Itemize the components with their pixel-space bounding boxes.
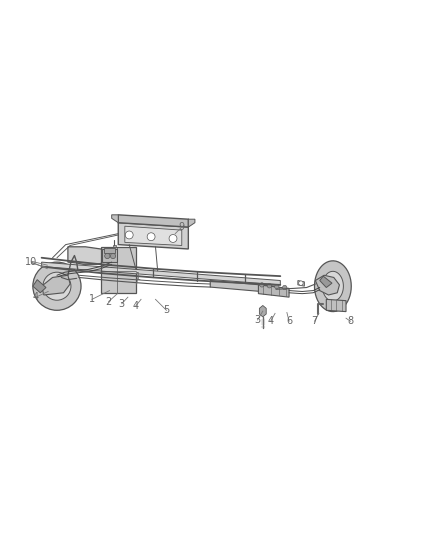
Polygon shape xyxy=(113,245,116,247)
Text: 10: 10 xyxy=(25,257,38,267)
Text: 3: 3 xyxy=(119,298,125,309)
Polygon shape xyxy=(118,223,188,249)
Text: 7: 7 xyxy=(311,316,318,326)
Polygon shape xyxy=(320,276,332,287)
Text: 9: 9 xyxy=(179,222,185,232)
Polygon shape xyxy=(42,262,280,285)
Text: 4: 4 xyxy=(268,316,274,326)
Circle shape xyxy=(283,285,287,290)
Circle shape xyxy=(33,262,81,310)
Polygon shape xyxy=(210,280,276,293)
Polygon shape xyxy=(259,305,266,317)
Circle shape xyxy=(267,284,272,288)
Circle shape xyxy=(328,282,337,290)
Circle shape xyxy=(125,231,133,239)
Polygon shape xyxy=(33,280,46,293)
Polygon shape xyxy=(298,280,304,286)
Text: 5: 5 xyxy=(163,305,170,316)
Text: 6: 6 xyxy=(286,316,292,326)
Text: 2: 2 xyxy=(106,296,112,306)
Circle shape xyxy=(147,233,155,241)
Circle shape xyxy=(105,253,110,259)
Polygon shape xyxy=(42,275,70,295)
Polygon shape xyxy=(104,248,115,253)
Polygon shape xyxy=(68,247,116,264)
Circle shape xyxy=(110,253,116,259)
Polygon shape xyxy=(101,247,136,293)
Circle shape xyxy=(275,285,279,289)
Text: 3: 3 xyxy=(254,315,261,325)
Polygon shape xyxy=(125,226,182,246)
Text: 4: 4 xyxy=(133,301,139,311)
Polygon shape xyxy=(326,300,346,312)
Polygon shape xyxy=(315,275,339,295)
Polygon shape xyxy=(258,285,289,297)
Polygon shape xyxy=(118,215,188,227)
Circle shape xyxy=(53,282,61,290)
Circle shape xyxy=(260,282,264,287)
Text: 4: 4 xyxy=(33,292,39,302)
Text: 8: 8 xyxy=(347,316,353,326)
Polygon shape xyxy=(112,215,118,223)
Polygon shape xyxy=(314,261,351,312)
Circle shape xyxy=(299,281,303,285)
Polygon shape xyxy=(322,271,343,301)
Circle shape xyxy=(169,235,177,243)
Circle shape xyxy=(43,272,71,300)
Text: 1: 1 xyxy=(89,294,95,304)
Text: 1: 1 xyxy=(135,272,141,282)
Polygon shape xyxy=(188,219,195,227)
Polygon shape xyxy=(102,249,117,262)
